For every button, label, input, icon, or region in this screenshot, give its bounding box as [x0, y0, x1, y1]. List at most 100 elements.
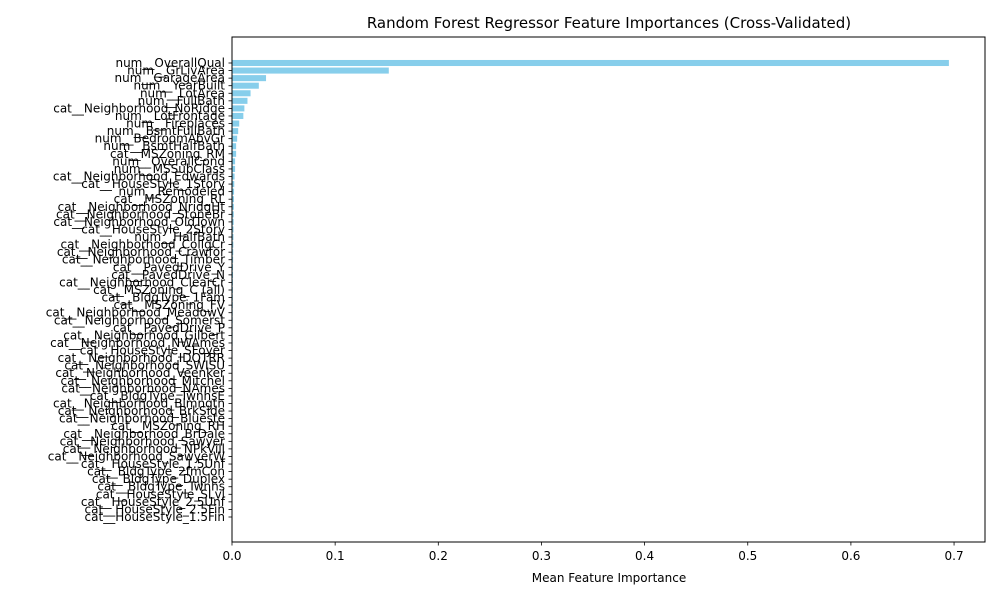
category-label-37: cat__Neighborhood_NWAmes [50, 336, 225, 350]
bar-20 [232, 211, 234, 218]
category-label-48: cat__MSZoning_RH [111, 419, 225, 433]
x-tick-label-5: 0.5 [738, 549, 757, 563]
category-label-18: cat__MSZoning_RL [114, 192, 226, 206]
x-tick-label-6: 0.6 [841, 549, 860, 563]
plot-frame [231, 36, 986, 543]
category-label-16: cat__HouseStyle_1Story [81, 177, 225, 191]
x-axis-label: Mean Feature Importance [532, 571, 686, 585]
bar-11 [232, 143, 237, 150]
category-label-45: cat__Neighborhood_Blmngtn [53, 397, 225, 411]
bar-18 [232, 196, 234, 203]
category-label-9: num__BsmtFullBath [107, 124, 225, 138]
bar-25 [232, 249, 234, 256]
category-label-44: cat__BldgType_TwnhsE [90, 389, 225, 403]
category-label-19: cat__Neighborhood_NridgHt [58, 200, 226, 214]
category-label-41: cat__Neighborhood_Veenker [55, 366, 225, 380]
bar-0 [232, 59, 949, 67]
category-label-60: cat__HouseStyle_1.5Fin [85, 510, 225, 524]
bar-5 [232, 97, 248, 104]
category-label-46: cat__Neighborhood_BrkSide [58, 404, 225, 418]
bars-group [232, 59, 949, 521]
bar-2 [232, 75, 267, 82]
category-label-39: cat__Neighborhood_IDOTRR [58, 351, 225, 365]
bar-16 [232, 181, 235, 188]
bar-13 [232, 158, 236, 165]
category-label-38: cat__HouseStyle_SFoyer [80, 344, 225, 358]
category-label-17: num__Remodeled [119, 185, 225, 199]
bar-22 [232, 226, 234, 233]
category-label-26: cat__Neighborhood_Timber [62, 253, 225, 267]
chart-title: Random Forest Regressor Feature Importan… [367, 14, 851, 32]
category-label-43: cat__Neighborhood_NAmes [61, 381, 225, 395]
category-label-57: cat__HouseStyle_SLvl [96, 487, 225, 501]
category-label-3: num__YearBuilt [133, 79, 225, 93]
category-label-13: num__OverallCond [112, 154, 225, 168]
category-label-21: cat__Neighborhood_OldTown [53, 215, 225, 229]
category-label-0: num__OverallQual [115, 56, 225, 70]
category-label-42: cat__Neighborhood_Mitchel [61, 374, 225, 388]
category-label-11: num__BsmtHalfBath [103, 139, 225, 153]
bar-15 [232, 173, 235, 180]
category-label-15: cat__Neighborhood_Edwards [53, 170, 225, 184]
category-label-12: cat__MSZoning_RM [110, 147, 225, 161]
bar-21 [232, 218, 234, 225]
category-label-23: num__HalfBath [134, 230, 225, 244]
category-label-5: num__FullBath [138, 94, 225, 108]
bar-1 [232, 67, 389, 74]
category-label-51: cat__Neighborhood_NPkVill [63, 442, 225, 456]
category-label-50: cat__Neighborhood_Sawyer [60, 434, 225, 448]
x-tick-label-2: 0.2 [429, 549, 448, 563]
category-label-32: cat__MSZoning_FV [114, 298, 226, 312]
bar-4 [232, 90, 251, 97]
bar-28 [232, 271, 234, 278]
bar-27 [232, 264, 234, 271]
category-label-25: cat__Neighborhood_Crawfor [57, 245, 225, 259]
bar-23 [232, 234, 234, 241]
category-label-20: cat__Neighborhood_StoneBr [56, 207, 225, 221]
category-label-47: cat__Neighborhood_Blueste [59, 412, 225, 426]
category-labels-group: num__OverallQualnum__GrLivAreanum__Garag… [46, 56, 232, 524]
category-label-55: cat__BldgType_Duplex [92, 472, 225, 486]
category-label-53: cat__HouseStyle_1.5Unf [81, 457, 226, 471]
category-label-59: cat__HouseStyle_2.5Fin [85, 502, 225, 516]
category-label-31: cat__BldgType_1Fam [102, 291, 226, 305]
bar-7 [232, 112, 244, 119]
category-label-30: cat__MSZoning_C (all) [93, 283, 225, 297]
x-tick-label-7: 0.7 [945, 549, 964, 563]
bar-19 [232, 203, 234, 210]
category-label-7: num__LotFrontage [115, 109, 225, 123]
category-label-14: num__MSSubClass [114, 162, 225, 176]
category-label-22: cat__HouseStyle_2Story [81, 222, 225, 236]
category-label-34: cat__Neighborhood_Somerst [54, 313, 225, 327]
category-label-49: cat__Neighborhood_BrDale [63, 427, 225, 441]
category-label-4: num__LotArea [140, 86, 225, 100]
category-label-29: cat__Neighborhood_ClearCr [59, 275, 225, 289]
bar-12 [232, 150, 237, 157]
x-axis: 0.0 0.1 0.2 0.3 0.4 0.5 0.6 0.7 [222, 542, 964, 563]
category-label-36: cat__Neighborhood_Gilbert [63, 328, 225, 342]
bar-26 [232, 256, 234, 263]
category-label-33: cat__Neighborhood_MeadowV [46, 306, 226, 320]
category-label-56: cat__BldgType_Twnhs [97, 480, 225, 494]
bar-24 [232, 241, 234, 248]
x-tick-label-0: 0.0 [222, 549, 241, 563]
x-tick-label-1: 0.1 [326, 549, 345, 563]
bar-8 [232, 120, 240, 127]
bar-17 [232, 188, 235, 195]
category-label-27: cat__PavedDrive_Y [113, 260, 226, 274]
category-label-2: num__GarageArea [115, 71, 225, 85]
category-label-35: cat__PavedDrive_P [113, 321, 225, 335]
category-label-1: num__GrLivArea [127, 64, 225, 78]
category-label-24: cat__Neighborhood_CollgCr [61, 238, 226, 252]
bar-9 [232, 128, 239, 135]
category-label-40: cat__Neighborhood_SWISU [64, 359, 225, 373]
bar-10 [232, 135, 238, 142]
category-label-10: num__BedroomAbvGr [95, 132, 225, 146]
category-label-54: cat__BldgType_2fmCon [87, 465, 225, 479]
x-tick-label-4: 0.4 [635, 549, 654, 563]
bar-14 [232, 165, 236, 172]
category-label-6: cat__Neighborhood_NoRidge [53, 101, 225, 115]
bar-6 [232, 105, 245, 112]
category-label-58: cat__HouseStyle_2.5Unf [81, 495, 226, 509]
